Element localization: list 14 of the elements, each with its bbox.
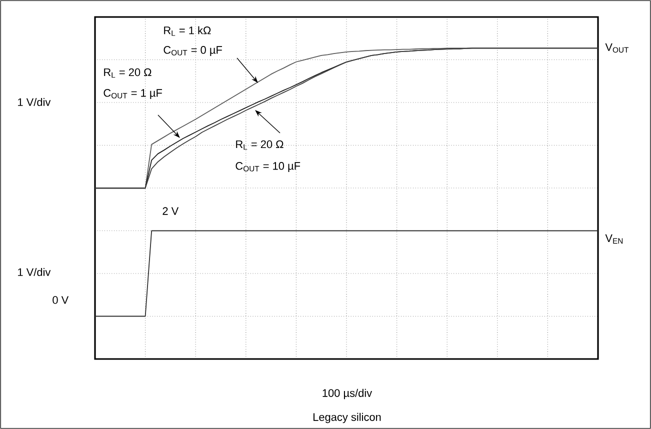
annotation: C$_{OUT}$ = 1 µF <box>104 89 162 99</box>
text: Legacy silicon <box>313 412 381 424</box>
annotation: C$_{OUT}$ = 10 µF <box>236 162 300 172</box>
annotation: C$_{OUT}$ = 0 µF <box>164 46 222 56</box>
text: 100 µs/div <box>322 388 372 400</box>
text: V$_{OUT}$ <box>605 43 629 53</box>
text: V$_{EN}$ <box>605 234 623 244</box>
text: R$_{L}$ = 1 kΩ <box>164 26 211 36</box>
annotation: 2 V <box>162 207 179 215</box>
text: 1 V/div <box>18 268 51 276</box>
annotation: R$_{L}$ = 20 Ω <box>236 140 284 150</box>
annotation: R$_{L}$ = 20 Ω <box>104 68 152 78</box>
text: 1 V/div <box>18 98 51 106</box>
text: 0 V <box>52 296 69 304</box>
